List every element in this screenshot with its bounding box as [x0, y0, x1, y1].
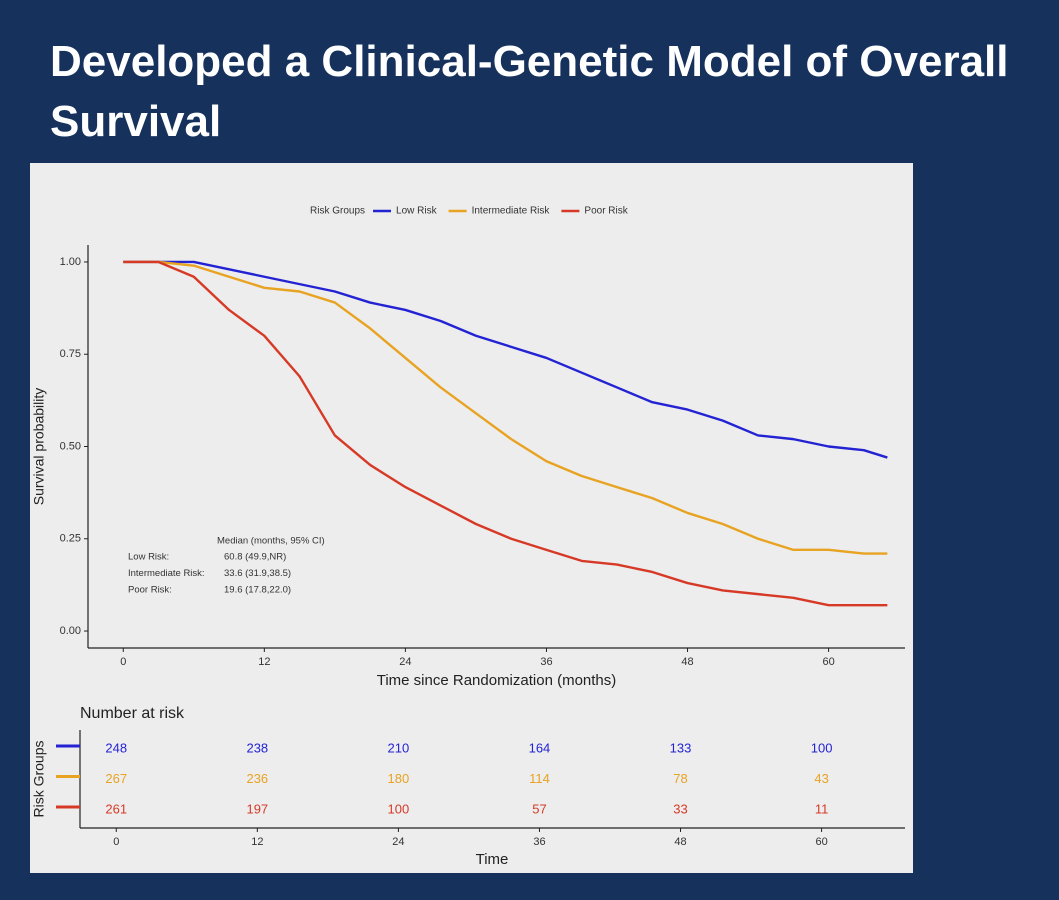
risk-count: 180	[388, 771, 410, 786]
median-label: Poor Risk:	[128, 585, 172, 596]
risk-table-title: Number at risk	[80, 705, 185, 722]
median-label: Low Risk:	[128, 552, 169, 563]
risk-count: 114	[529, 771, 550, 786]
survival-line	[123, 260, 888, 459]
survival-line	[123, 260, 888, 607]
median-value: 19.6 (17.8,22.0)	[224, 585, 291, 596]
risk-x-tick-label: 12	[251, 836, 263, 848]
risk-count: 57	[532, 801, 546, 816]
risk-count: 238	[246, 740, 268, 755]
risk-count: 33	[673, 801, 687, 816]
median-value: 33.6 (31.9,38.5)	[224, 568, 291, 579]
chart-panel	[30, 163, 913, 873]
x-tick-label: 0	[120, 656, 126, 668]
y-tick-label: 0.50	[60, 440, 81, 452]
y-tick-label: 0.00	[60, 625, 81, 637]
risk-x-tick-label: 0	[113, 836, 119, 848]
x-axis-title: Time since Randomization (months)	[377, 672, 617, 689]
median-label: Intermediate Risk:	[128, 568, 205, 579]
risk-x-tick-label: 36	[533, 836, 545, 848]
risk-count: 78	[673, 771, 687, 786]
risk-count: 43	[814, 771, 828, 786]
median-value: 60.8 (49.9,NR)	[224, 552, 286, 563]
risk-x-tick-label: 24	[392, 836, 404, 848]
legend-title: Risk Groups	[310, 206, 365, 217]
risk-count: 100	[811, 740, 833, 755]
risk-y-title: Risk Groups	[31, 740, 47, 817]
x-tick-label: 12	[258, 656, 270, 668]
risk-count: 267	[105, 771, 127, 786]
risk-count: 133	[670, 740, 692, 755]
legend-label: Low Risk	[396, 206, 438, 217]
y-tick-label: 0.25	[60, 533, 81, 545]
risk-count: 11	[815, 801, 829, 816]
slide-title: Developed a Clinical-Genetic Model of Ov…	[50, 37, 1009, 146]
y-tick-label: 1.00	[60, 256, 81, 268]
y-axis-title: Survival probability	[31, 388, 47, 506]
legend-label: Intermediate Risk	[472, 206, 551, 217]
risk-count: 261	[105, 801, 127, 816]
x-tick-label: 48	[681, 656, 693, 668]
risk-x-title: Time	[476, 851, 509, 868]
risk-count: 164	[529, 740, 551, 755]
x-tick-label: 24	[399, 656, 411, 668]
risk-x-tick-label: 60	[815, 836, 827, 848]
risk-count: 210	[388, 740, 410, 755]
x-tick-label: 60	[822, 656, 834, 668]
y-tick-label: 0.75	[60, 348, 81, 360]
median-title: Median (months, 95% CI)	[217, 536, 325, 547]
x-tick-label: 36	[540, 656, 552, 668]
risk-count: 100	[388, 801, 410, 816]
risk-count: 197	[246, 801, 268, 816]
legend-label: Poor Risk	[584, 206, 628, 217]
risk-count: 248	[105, 740, 127, 755]
risk-count: 236	[246, 771, 268, 786]
survival-line	[123, 260, 888, 555]
risk-x-tick-label: 48	[674, 836, 686, 848]
